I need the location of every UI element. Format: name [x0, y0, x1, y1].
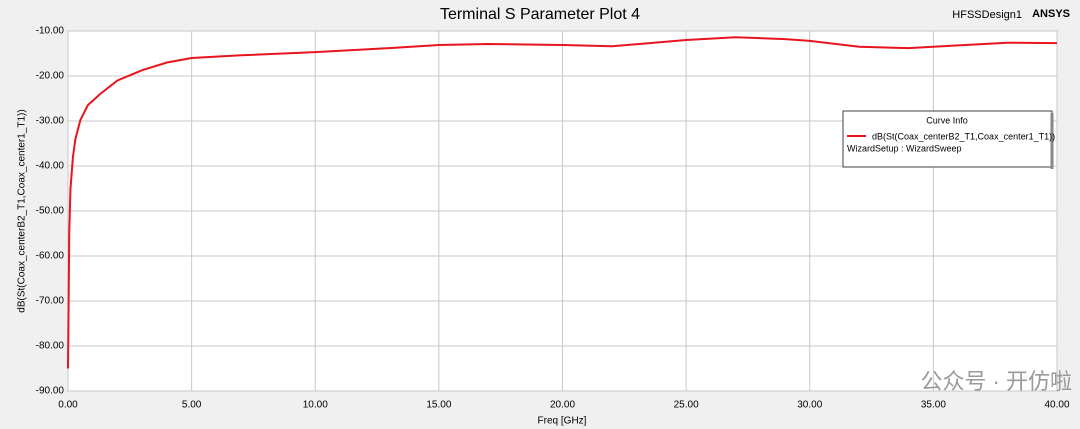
y-tick-label: -10.00: [36, 26, 65, 37]
x-tick-label: 5.00: [182, 400, 202, 411]
y-axis-label: dB(St(Coax_centerB2_T1,Coax_center1_T1)): [17, 109, 28, 312]
legend-box: [842, 110, 1053, 168]
y-tick-label: -40.00: [36, 161, 65, 172]
y-tick-label: -30.00: [36, 116, 65, 127]
y-tick-label: -20.00: [36, 71, 65, 82]
x-tick-label: 40.00: [1044, 400, 1069, 411]
legend-title: Curve Info: [926, 115, 968, 125]
legend-entry: dB(St(Coax_centerB2_T1,Coax_center1_T1)): [872, 131, 1055, 141]
x-tick-label: 20.00: [550, 400, 575, 411]
series-line: [67, 36, 1058, 369]
y-tick-label: -60.00: [36, 251, 65, 262]
y-tick-label: -90.00: [36, 386, 65, 397]
watermark: 公众号 · 开仿啦: [920, 369, 1072, 394]
x-tick-label: 0.00: [58, 400, 78, 411]
x-tick-label: 30.00: [797, 400, 822, 411]
chart-title: Terminal S Parameter Plot 4: [440, 6, 640, 23]
x-tick-label: 25.00: [674, 400, 699, 411]
legend-subtitle: WizardSetup : WizardSweep: [847, 143, 962, 153]
x-axis-label: Freq [GHz]: [538, 416, 587, 427]
brand: ANSYS: [1032, 8, 1070, 20]
design-name: HFSSDesign1: [952, 9, 1022, 21]
y-tick-label: -50.00: [36, 206, 65, 217]
y-tick-label: -80.00: [36, 341, 65, 352]
legend: Curve Info dB(St(Coax_centerB2_T1,Coax_c…: [842, 110, 1055, 169]
x-tick-label: 35.00: [921, 400, 946, 411]
y-tick-label: -70.00: [36, 296, 65, 307]
x-tick-label: 15.00: [426, 400, 451, 411]
x-tick-label: 10.00: [303, 400, 328, 411]
